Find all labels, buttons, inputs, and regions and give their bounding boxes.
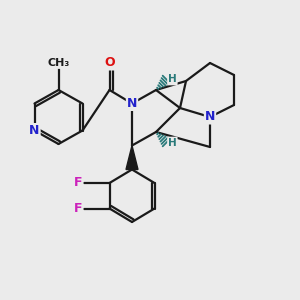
Text: O: O — [104, 56, 115, 70]
Text: N: N — [205, 110, 215, 124]
Text: F: F — [74, 176, 82, 190]
Text: F: F — [74, 202, 82, 215]
Text: CH₃: CH₃ — [47, 58, 70, 68]
Text: N: N — [29, 124, 40, 137]
Text: H: H — [168, 74, 177, 85]
Text: H: H — [168, 137, 177, 148]
Polygon shape — [126, 146, 138, 170]
Text: N: N — [127, 97, 137, 110]
